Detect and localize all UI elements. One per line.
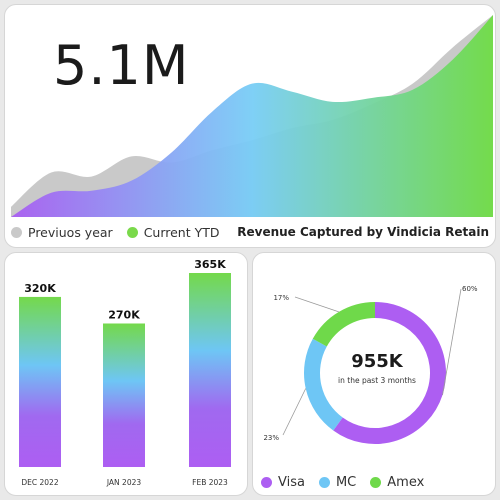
area-series-current-ytd xyxy=(11,15,493,217)
legend-label-visa: Visa xyxy=(278,475,305,490)
bar-0 xyxy=(19,296,61,467)
area-legend: Previuos year Current YTD xyxy=(11,225,234,240)
donut-leader-line-1 xyxy=(282,388,307,436)
bar-value-label-2: 365K xyxy=(194,258,226,271)
card-type-donut-chart: 60% 23% 17% xyxy=(263,285,478,444)
donut-percent-label-2: 17% xyxy=(273,294,289,302)
card-type-donut-card: 60% 23% 17% 955K in the past 3 months Visa… xyxy=(252,252,496,496)
mc-dot-icon xyxy=(318,477,330,488)
legend-item-previous: Previuos year xyxy=(11,225,113,240)
area-chart-title: Revenue Captured by Vindicia Retain xyxy=(237,225,489,239)
donut-legend: Visa MC Amex xyxy=(261,475,438,490)
bar-category-label-0: DEC 2022 xyxy=(21,478,58,487)
donut-slice-visa xyxy=(333,302,446,444)
legend-label-mc: MC xyxy=(335,475,357,490)
donut-center-value: 955K xyxy=(351,351,403,372)
amex-dot-icon xyxy=(370,477,382,488)
donut-center: 955K in the past 3 months xyxy=(337,351,417,385)
legend-label-amex: Amex xyxy=(387,475,425,490)
bar-value-label-1: 270K xyxy=(108,308,140,321)
visa-dot-icon xyxy=(261,477,272,488)
bar-2 xyxy=(189,273,231,467)
donut-slice-mc xyxy=(304,338,343,431)
donut-percent-label-1: 23% xyxy=(263,434,279,442)
revenue-area-card: 5.1M Previuos year Current YTD Revenue C… xyxy=(4,4,496,248)
legend-label-previous: Previuos year xyxy=(28,225,113,240)
previous-year-dot-icon xyxy=(11,227,22,238)
legend-label-current: Current YTD xyxy=(143,225,220,240)
donut-leader-line-2 xyxy=(294,296,339,313)
revenue-area-chart xyxy=(11,15,493,217)
legend-item-mc: MC xyxy=(318,475,357,490)
monthly-bar-chart: 320K DEC 2022 270K JAN 2023 365K FEB 2023 xyxy=(19,258,231,487)
bar-category-label-1: JAN 2023 xyxy=(106,478,142,487)
legend-item-current: Current YTD xyxy=(126,225,220,240)
donut-slice-amex xyxy=(312,302,376,347)
legend-item-amex: Amex xyxy=(370,475,424,490)
donut-leader-line-0 xyxy=(442,288,462,396)
donut-center-label: in the past 3 months xyxy=(338,376,416,385)
total-revenue-value: 5.1M xyxy=(53,34,190,97)
donut-percent-label-0: 60% xyxy=(462,285,478,293)
bar-1 xyxy=(103,323,145,467)
bar-category-label-2: FEB 2023 xyxy=(192,478,228,487)
legend-item-visa: Visa xyxy=(261,475,305,490)
current-ytd-dot-icon xyxy=(126,227,138,238)
monthly-bar-card: 320K DEC 2022 270K JAN 2023 365K FEB 2023 xyxy=(4,252,248,496)
bar-value-label-0: 320K xyxy=(24,282,56,295)
